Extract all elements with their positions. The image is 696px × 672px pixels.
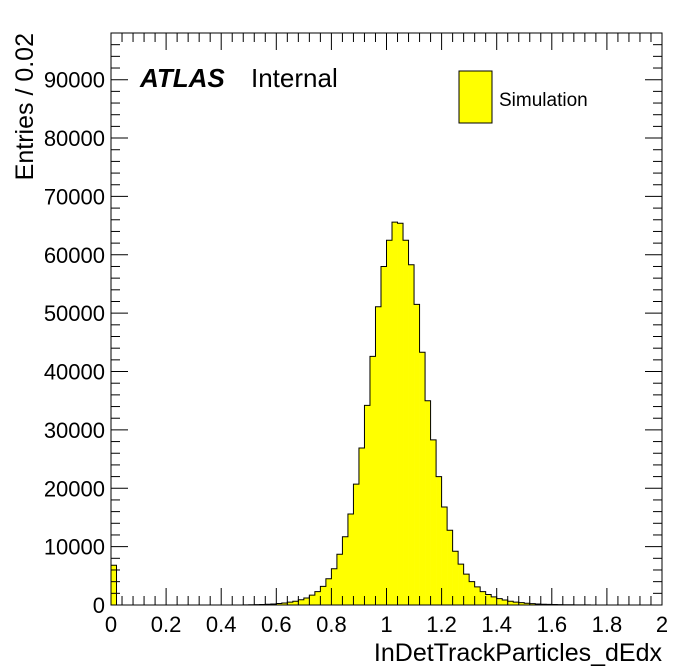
atlas-brand-label: ATLAS <box>139 63 225 93</box>
histogram-bar <box>270 603 277 605</box>
histogram-bar <box>320 586 327 605</box>
y-tick-label: 90000 <box>44 68 105 93</box>
histogram-bar <box>458 564 464 605</box>
histogram-bar <box>452 551 459 605</box>
histogram-bars <box>111 222 608 605</box>
histogram-bar <box>513 602 520 605</box>
histogram-bar <box>524 603 531 605</box>
legend-label: Simulation <box>499 90 588 111</box>
histogram-bar <box>336 554 343 605</box>
histogram-bar <box>303 597 310 605</box>
y-tick-label: 30000 <box>44 418 105 443</box>
histogram-bar <box>447 530 453 605</box>
y-axis-title: Entries / 0.02 <box>11 33 39 180</box>
y-tick-label: 40000 <box>44 360 105 385</box>
histogram-bar <box>353 484 360 605</box>
histogram-bar <box>309 595 316 605</box>
histogram-bar <box>314 591 321 605</box>
histogram-bar <box>331 568 338 605</box>
y-tick-label: 60000 <box>44 243 105 268</box>
histogram-bar <box>518 602 525 605</box>
histogram-bar <box>403 240 409 605</box>
y-tick-label: 70000 <box>44 184 105 209</box>
histogram-bar <box>342 536 349 605</box>
histogram-bar <box>397 223 404 605</box>
histogram-bar <box>347 513 354 605</box>
atlas-status-label: Internal <box>251 63 338 93</box>
histogram-bar <box>364 405 371 605</box>
histogram-bar <box>529 603 536 605</box>
histogram-bar <box>469 581 475 605</box>
histogram-bar <box>276 603 283 605</box>
axis-ticks <box>110 32 663 606</box>
histogram-bar <box>292 601 299 605</box>
histogram-bar <box>491 596 497 605</box>
y-tick-label: 20000 <box>44 476 105 501</box>
x-axis-title: InDetTrackParticles_dEdx <box>374 639 663 667</box>
histogram-bar <box>380 266 387 605</box>
histogram-bar <box>111 565 117 605</box>
x-tick-label: 2 <box>656 612 668 637</box>
x-tick-label: 1.8 <box>592 612 623 637</box>
histogram-bar <box>425 400 431 605</box>
histogram-bar <box>358 447 365 605</box>
x-tick-label: 1.6 <box>537 612 568 637</box>
histogram-bar <box>474 586 481 605</box>
histogram-bar <box>375 306 382 605</box>
histogram-bar <box>496 598 503 605</box>
histogram-bar <box>281 602 288 605</box>
x-tick-label: 0.6 <box>261 612 292 637</box>
x-tick-label: 1.4 <box>481 612 512 637</box>
x-tick-label: 1 <box>380 612 392 637</box>
y-tick-label: 10000 <box>44 535 105 560</box>
histogram-bar <box>441 506 448 605</box>
histogram-bar <box>392 222 398 605</box>
histogram-bar <box>298 599 305 605</box>
x-tick-label: 0.2 <box>151 612 182 637</box>
histogram-bar <box>369 356 376 605</box>
histogram-bar <box>436 476 442 605</box>
histogram-bar <box>480 591 486 605</box>
histogram-bar <box>287 602 294 605</box>
histogram-bar <box>408 264 415 605</box>
histogram-bar <box>419 352 426 605</box>
x-tick-label: 0.4 <box>206 612 237 637</box>
y-tick-label: 80000 <box>44 126 105 151</box>
legend-swatch <box>458 70 493 124</box>
histogram-bar <box>502 600 509 605</box>
histogram-bar <box>386 240 393 605</box>
histogram-bar <box>430 439 437 605</box>
histogram-bar <box>507 601 514 605</box>
x-tick-label: 1.2 <box>426 612 457 637</box>
histogram-bar <box>463 574 470 605</box>
y-tick-label: 50000 <box>44 301 105 326</box>
x-tick-label: 0.8 <box>316 612 347 637</box>
histogram-bar <box>325 578 332 605</box>
axis-tick-labels: 0 0.2 0.4 0.6 0.8 1 1.2 1.4 1.6 1.8 2 0 10000 20000 30… <box>44 68 668 637</box>
histogram-bar <box>414 304 420 605</box>
y-tick-label: 0 <box>93 593 105 618</box>
x-tick-label: 0 <box>105 612 117 637</box>
histogram-bar <box>485 594 492 605</box>
